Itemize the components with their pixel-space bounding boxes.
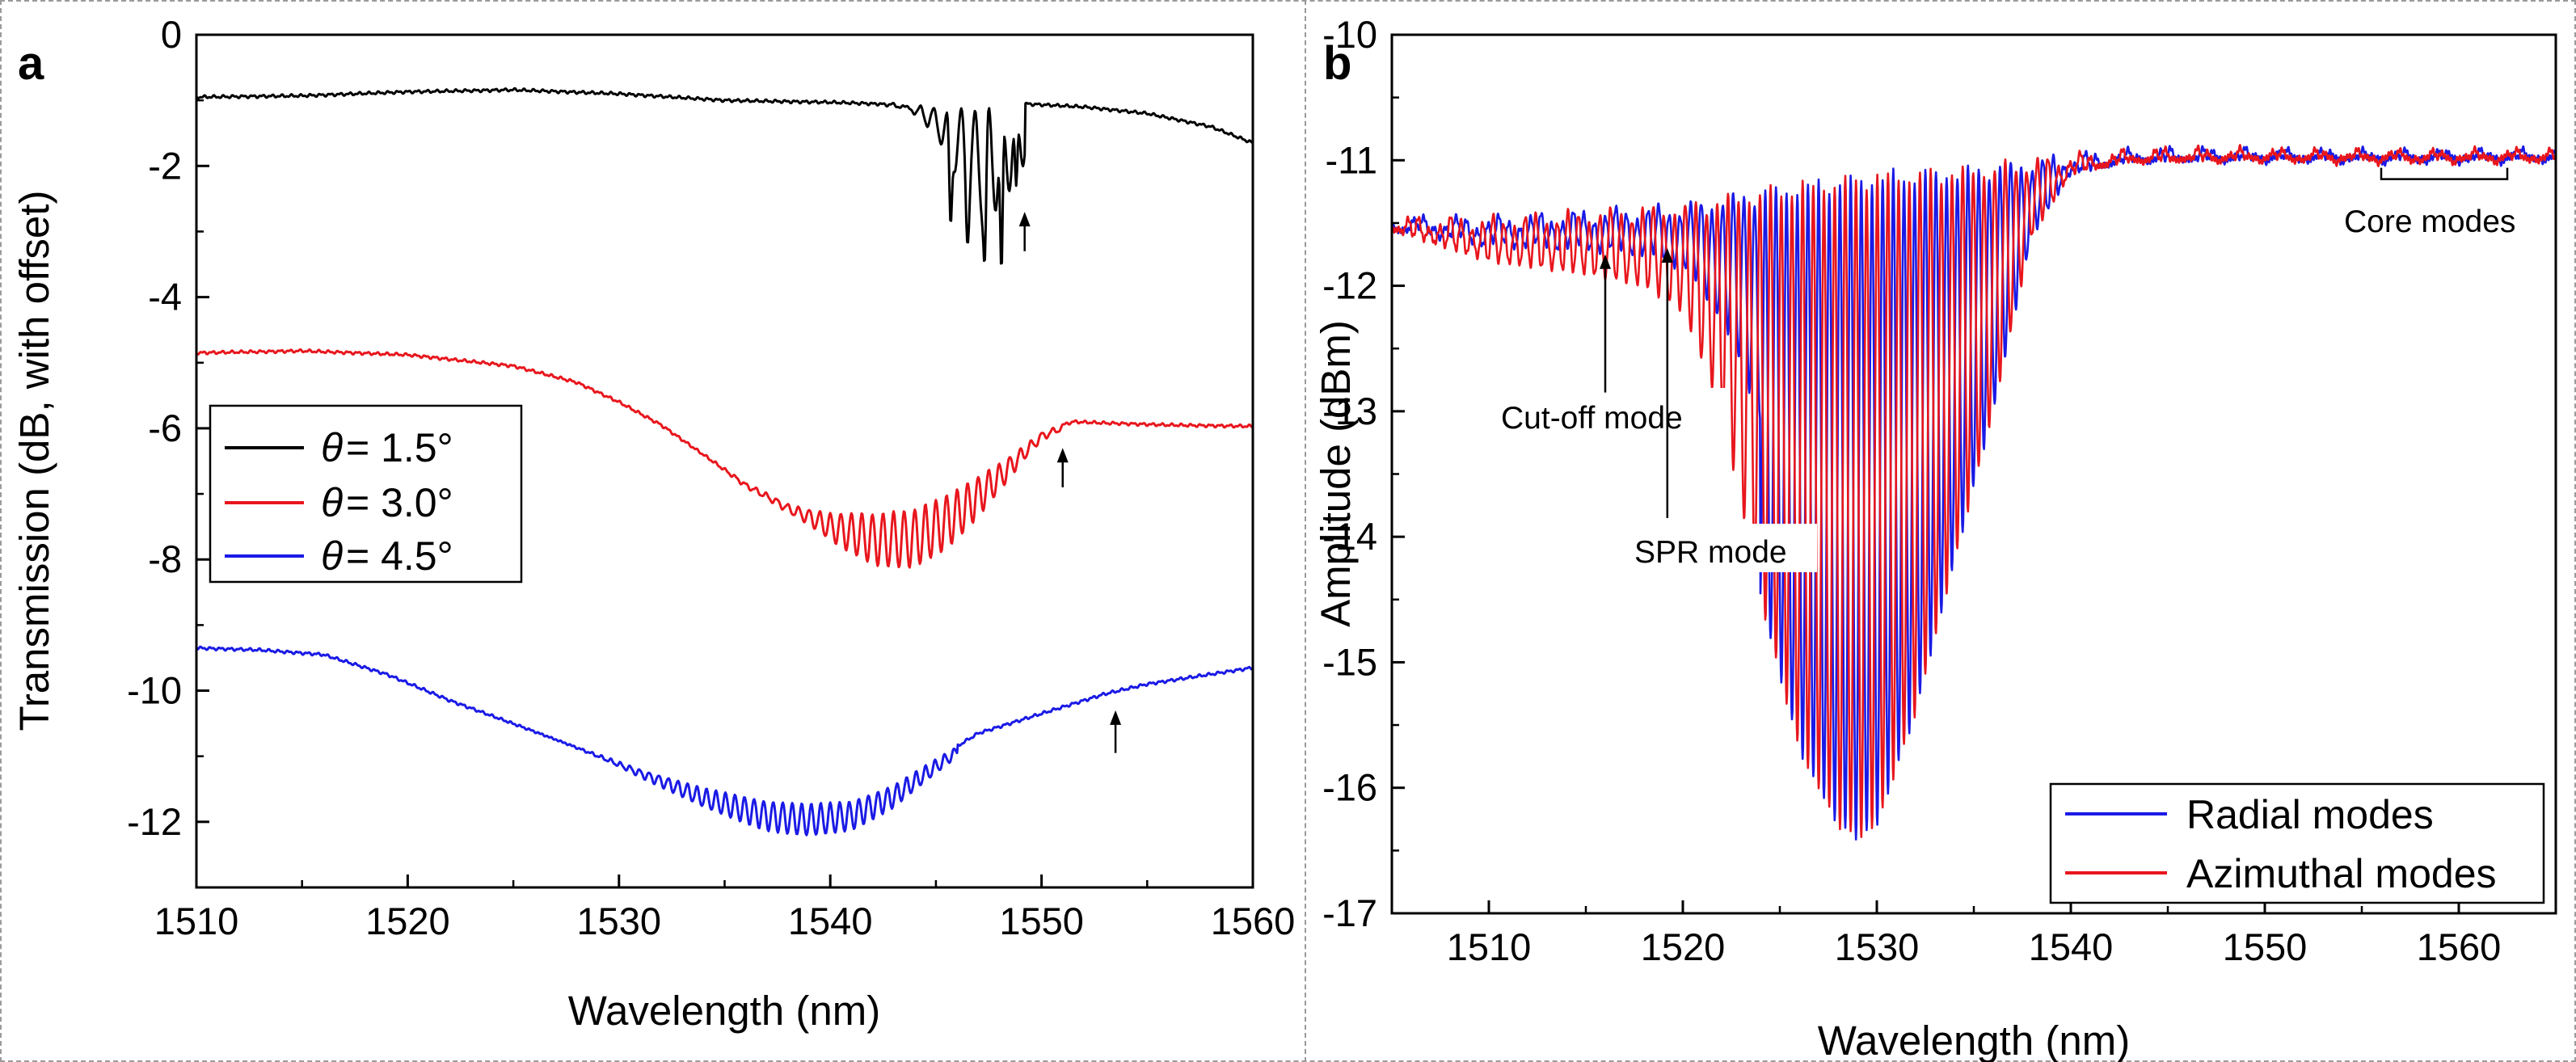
panel-a-arrow-3-head <box>1110 710 1122 725</box>
panel-b-y-tick-label: -13 <box>1322 390 1377 432</box>
panel-a-y-axis-label: Transmission (dB, with offset) <box>11 191 57 731</box>
panel-a-series-group <box>195 86 1254 837</box>
panel-b-x-tick-label: 1550 <box>2223 925 2308 968</box>
panel-a-y-tick-label: -6 <box>148 407 182 449</box>
panel-b-x-axis-label: Wavelength (nm) <box>1818 1018 2130 1062</box>
panel-a-x-tick-label: 1510 <box>154 900 239 942</box>
panel-b-x-tick-label: 1540 <box>2029 925 2114 968</box>
panel-b-label: b <box>1323 37 1351 90</box>
panel-b-x-tick-label: 1560 <box>2417 925 2502 968</box>
panel-a-legend-box <box>209 404 523 584</box>
panel-a-series-line-3 <box>196 645 1254 837</box>
panel-b-series-group <box>1390 144 2557 841</box>
panel-b-series-line-1 <box>1390 145 2557 841</box>
panel-a-x-tick-label: 1550 <box>999 900 1084 942</box>
annot-cutoff-mode: Cut-off mode <box>1501 401 1683 436</box>
panel-a-label: a <box>18 37 44 90</box>
panel-a-series-line-1 <box>195 86 1254 265</box>
panel-b-y-tick-label: -11 <box>1326 138 1377 181</box>
annot-core-modes: Core modes <box>2344 204 2515 239</box>
panel-b-x-tick-label: 1530 <box>1835 925 1920 968</box>
panel-b-annot-arrow-1-head <box>1600 254 1611 269</box>
panel-b-annotations: Cut-off mode SPR mode Core modes <box>1491 167 2515 572</box>
panel-divider <box>1305 0 1306 1062</box>
panel-b-legend: Radial modes Azimuthal modes <box>2049 782 2545 904</box>
panel-a-y-tick-label: -12 <box>127 800 182 843</box>
panel-b-x-tick-label: 1520 <box>1641 925 1726 968</box>
annot-spr-mode: SPR mode <box>1634 535 1787 570</box>
panel-b-y-tick-label: -14 <box>1322 515 1377 558</box>
panel-a-y-tick-label: 0 <box>161 13 182 56</box>
panel-a-arrows <box>1018 212 1122 753</box>
legend-a-value-2: = 3.0° <box>346 480 453 525</box>
panel-b-x-tick-label: 1510 <box>1447 925 1532 968</box>
panel-b-ticks: 1510 1520 1530 1540 1550 1560 -10 -11 -12 -13 -14 -… <box>1322 13 2557 968</box>
legend-a-theta-1: θ <box>321 425 343 470</box>
panel-a-arrow-1-head <box>1018 212 1031 227</box>
legend-b-azimuthal: Azimuthal modes <box>2186 851 2497 896</box>
legend-a-value-1: = 1.5° <box>346 425 453 470</box>
panel-a-legend: θ = 1.5° θ = 3.0° θ = 4.5° <box>209 404 523 584</box>
panel-a-series-line-2 <box>195 348 1254 569</box>
panel-a-y-tick-label: -2 <box>148 144 182 187</box>
panel-b-legend-box <box>2049 782 2545 904</box>
panel-b-core-bracket <box>2380 167 2509 180</box>
panel-a-y-tick-label: -8 <box>148 537 182 580</box>
panel-a-ticks: 1510 1520 1530 1540 1550 1560 0 -2 -4 -6 -8 -10 -12 <box>127 13 1295 942</box>
annot-spr-bg <box>1625 524 1817 572</box>
panel-b-series-line-2 <box>1390 144 2557 838</box>
panel-b-annot-arrow-2-head <box>1661 247 1673 263</box>
panel-b: b Cut-off mode SPR mode Core modes 1510 1… <box>1313 13 2557 1062</box>
panel-b-y-tick-label: -17 <box>1322 891 1377 934</box>
panel-b-y-tick-label: -12 <box>1322 264 1377 307</box>
panel-a-x-axis-label: Wavelength (nm) <box>568 988 880 1034</box>
panel-a-arrow-2-head <box>1056 448 1069 463</box>
legend-a-theta-3: θ <box>321 533 343 579</box>
panel-a: a 1510 1520 1530 1540 1550 1560 0 -2 -4 -6 -8 -10 -1… <box>11 13 1295 1034</box>
panel-a-x-tick-label: 1540 <box>788 900 873 942</box>
legend-a-theta-2: θ <box>321 480 343 525</box>
annot-cutoff-bg <box>1491 388 1726 440</box>
panel-b-y-axis-label: Amplitude (dBm) <box>1313 320 1359 627</box>
legend-b-radial: Radial modes <box>2186 792 2434 837</box>
panel-b-y-tick-label: -10 <box>1322 13 1377 56</box>
panel-b-y-tick-label: -16 <box>1322 766 1377 809</box>
panel-a-x-tick-label: 1560 <box>1211 900 1296 942</box>
panel-a-x-tick-label: 1530 <box>577 900 662 942</box>
panel-a-y-tick-label: -4 <box>148 276 182 318</box>
legend-a-value-3: = 4.5° <box>346 533 453 579</box>
panel-a-y-tick-label: -10 <box>127 669 182 712</box>
panel-a-x-tick-label: 1520 <box>365 900 450 942</box>
panel-b-y-tick-label: -15 <box>1322 640 1377 683</box>
